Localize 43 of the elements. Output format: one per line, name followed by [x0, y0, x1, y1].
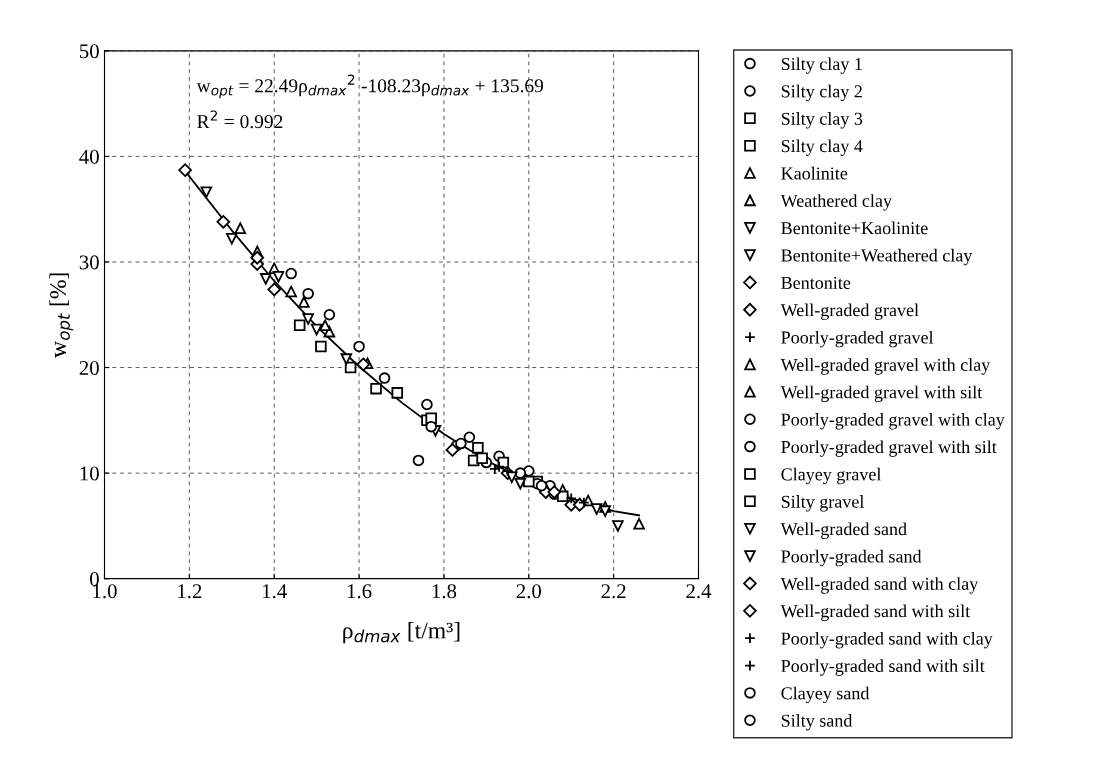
legend-label: Silty sand — [781, 714, 853, 731]
legend-label: Clayey sand — [781, 686, 870, 704]
y-tick-label: 0 — [90, 572, 99, 587]
legend-label: Poorly-graded sand — [781, 549, 922, 567]
legend-label: Silty clay 2 — [781, 84, 862, 102]
x-tick-label: 2.2 — [601, 584, 626, 599]
y-tick-label: 40 — [79, 149, 99, 164]
x-tick-label: 1.8 — [432, 584, 457, 599]
x-tick-label: 1.4 — [263, 584, 287, 599]
legend-label: Bentonite — [781, 276, 851, 289]
legend-label: Well-graded gravel — [780, 303, 919, 320]
legend-label: Well-graded sand — [780, 522, 907, 539]
y-tick-label: 10 — [80, 466, 99, 481]
x-tick-label: 2.4 — [686, 584, 712, 599]
legend-label: Silty clay 3 — [781, 112, 863, 129]
y-tick-label: 20 — [79, 360, 99, 375]
legend-label: Silty gravel — [781, 495, 865, 512]
x-tick-label: 1.0 — [93, 584, 117, 599]
legend-label: Poorly-graded sand with silt — [781, 659, 985, 676]
legend-label: Bentonite+Weathered clay — [781, 248, 973, 266]
legend-label: Poorly-graded gravel with clay — [781, 413, 1005, 430]
x-tick-label: 2.0 — [516, 584, 542, 599]
annotation: R$^{2}$ = 0.992 — [197, 110, 283, 129]
legend-label: Clayey gravel — [781, 467, 882, 485]
legend-label: Well-graded gravel with clay — [780, 358, 991, 375]
legend-label: Silty clay 4 — [781, 139, 863, 156]
x-axis-title: ρ$_{dmax}$ [t/m³] — [343, 621, 460, 644]
legend-label: Silty clay 1 — [781, 57, 862, 74]
legend-label: Poorly-graded gravel — [781, 330, 934, 348]
legend-label: Bentonite+Kaolinite — [781, 221, 928, 235]
x-tick-label: 1.2 — [178, 584, 202, 599]
legend-label: Well-graded sand with clay — [780, 577, 979, 594]
legend-label: Weathered clay — [780, 194, 892, 211]
legend-label: Well-graded gravel with silt — [780, 385, 983, 403]
annotation: w$_{opt}$ = 22.49ρ$_{dmax}$$^{2}$ -108.23ρ$_{dmax}$ + 135.69 — [196, 74, 544, 99]
legend-label: Poorly-graded sand with clay — [781, 631, 993, 649]
y-axis-title: w$_{opt}$ [%] — [49, 273, 74, 358]
legend-label: Kaolinite — [781, 166, 848, 180]
y-tick-label: 30 — [79, 255, 99, 270]
y-tick-label: 50 — [80, 44, 99, 59]
legend-label: Poorly-graded gravel with silt — [781, 440, 997, 457]
legend-label: Well-graded sand with silt — [780, 604, 971, 622]
x-tick-label: 1.6 — [347, 584, 372, 599]
